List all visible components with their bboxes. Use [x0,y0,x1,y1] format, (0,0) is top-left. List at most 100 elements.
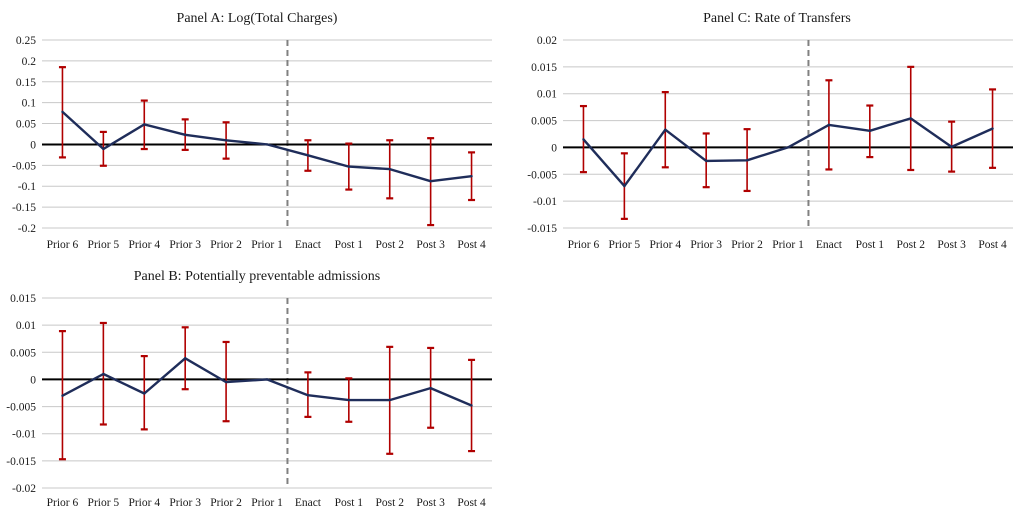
panel-c-chart: Panel C: Rate of Transfers 0.02 0.015 0.01… [527,11,1013,251]
panel-b-y-tick-label: -0.015 [6,456,36,468]
panel-b-estimate-point [143,392,146,395]
panel-c-y-tick-label: -0.015 [527,223,557,235]
panel-a-x-tick-label: Prior 3 [169,239,201,251]
panel-a-title: Panel A: Log(Total Charges) [177,11,338,26]
panel-c-estimate-point [991,127,994,130]
panel-b-estimate-point [388,398,391,402]
panel-b-y-tick-label: 0 [30,374,36,386]
panel-a-y-tick-label: 0.1 [22,98,37,110]
panel-a-x-tick-label: Prior 4 [128,239,160,251]
panel-c-title: Panel C: Rate of Transfers [703,11,851,26]
panel-a-x-tick-label: Prior 6 [47,239,79,251]
panel-a-estimate-point [429,180,432,183]
panel-a-y-tick-label: 0.05 [16,119,36,131]
panel-b-y-tick-label: 0.005 [10,347,36,359]
panel-b-x-tick-label: Post 1 [335,497,364,509]
panel-a-estimate-point [347,165,351,168]
panel-a-y-tick-label: -0.1 [18,181,36,193]
panel-c-x-tick-label: Post 1 [856,239,885,251]
panel-a-estimate-point [388,167,391,171]
panel-a-estimate-point [306,154,310,157]
panel-c-estimate-point [827,123,831,127]
panel-c-y-tick-label: 0.01 [537,89,557,101]
panel-c-y-tick-label: 0.005 [531,116,557,128]
panel-a-estimate-point [143,123,146,126]
panel-b-estimate-point [102,372,105,376]
panel-a-estimate-point [102,147,105,151]
panel-b-x-tick-label: Post 4 [457,497,486,509]
panel-a-x-tick-label: Prior 2 [210,239,242,251]
panel-b-x-tick-label: Prior 5 [88,497,120,509]
panel-b-x-tick-label: Prior 1 [251,497,283,509]
panel-c-estimate-point [950,145,953,149]
panel-b-x-tick-label: Post 2 [376,497,405,509]
panel-c-x-tick-label: Post 4 [978,239,1007,251]
panel-a-estimate-line [61,111,472,183]
panel-a-estimate-point [224,139,228,142]
panel-b-y-tick-label: 0.015 [10,293,36,305]
panel-c-x-tick-label: Prior 3 [690,239,722,251]
panel-c-estimate-line [582,117,993,188]
panel-b-title: Panel B: Potentially preventable admissi… [134,269,381,284]
panel-b-chart: Panel B: Potentially preventable admissi… [6,269,492,509]
panel-a-estimate-point [183,133,187,137]
panel-c-y-tick-label: 0 [551,142,557,154]
panel-c-y-tick-label: -0.005 [527,169,557,181]
panel-b-y-tick-label: -0.005 [6,402,36,414]
panel-a-y-tick-label: 0.2 [22,56,37,68]
panel-c-x-tick-label: Post 3 [937,239,966,251]
panel-c-x-tick-label: Prior 4 [649,239,681,251]
panel-a-x-tick-label: Post 4 [457,239,486,251]
panel-c-estimate-point [623,184,626,188]
panel-c-x-tick-label: Prior 1 [772,239,804,251]
panel-a-x-tick-label: Prior 1 [251,239,283,251]
panel-a-y-tick-label: -0.2 [18,223,36,235]
panel-a-y-tick-label: 0 [30,139,36,151]
panel-a-x-tick-label: Prior 5 [88,239,120,251]
panel-c-estimate-point [868,129,872,132]
panel-c-x-tick-label: Prior 6 [568,239,600,251]
panel-a-chart: Panel A: Log(Total Charges) 0.25 0.2 0.15 0… [12,11,492,251]
panel-b-y-tick-label: -0.02 [12,483,36,495]
panel-c-y-tick-label: -0.01 [533,196,557,208]
panel-b-estimate-point [347,398,351,402]
panel-b-estimate-point [306,393,310,397]
panel-c-estimate-point [664,128,667,131]
panel-a-x-tick-label: Post 3 [416,239,445,251]
panel-b-y-tick-label: 0.01 [16,320,36,332]
panel-b-estimate-point [470,404,473,407]
panel-b-estimate-point [61,394,64,397]
panel-b-estimate-point [265,378,269,381]
panel-c-estimate-point [704,159,708,163]
panel-b-estimate-point [429,386,432,390]
panel-c-y-tick-label: 0.02 [537,35,557,47]
panel-b-estimate-point [183,357,187,360]
panel-b-x-tick-label: Prior 3 [169,497,201,509]
panel-b-x-tick-label: Prior 2 [210,497,242,509]
panel-a-estimate-point [265,143,269,146]
panel-c-estimate-point [786,146,790,149]
panel-a-y-tick-label: 0.15 [16,77,36,89]
panel-a-y-tick-label: -0.15 [12,202,36,214]
panel-a-estimate-point [61,110,64,114]
panel-c-x-tick-label: Prior 5 [609,239,641,251]
panel-c-estimate-point [909,117,912,120]
panel-c-y-tick-label: 0.015 [531,62,557,74]
panel-c-x-tick-label: Post 2 [897,239,926,251]
panel-c-estimate-point [745,159,749,162]
panel-b-estimate-point [224,380,228,384]
panel-a-y-tick-label: -0.05 [12,160,36,172]
panel-b-x-tick-label: Enact [295,497,322,509]
panel-a-x-tick-label: Post 1 [335,239,364,251]
panel-b-x-tick-label: Post 3 [416,497,445,509]
panel-a-x-tick-label: Enact [295,239,322,251]
panel-a-estimate-point [470,174,473,178]
panel-c-x-tick-label: Enact [816,239,843,251]
panel-b-estimate-line [61,357,472,407]
panel-b-y-tick-label: -0.01 [12,429,36,441]
panel-b-x-tick-label: Prior 4 [128,497,160,509]
panel-c-x-tick-label: Prior 2 [731,239,763,251]
panel-b-x-tick-label: Prior 6 [47,497,79,509]
panel-c-estimate-point [582,138,585,141]
